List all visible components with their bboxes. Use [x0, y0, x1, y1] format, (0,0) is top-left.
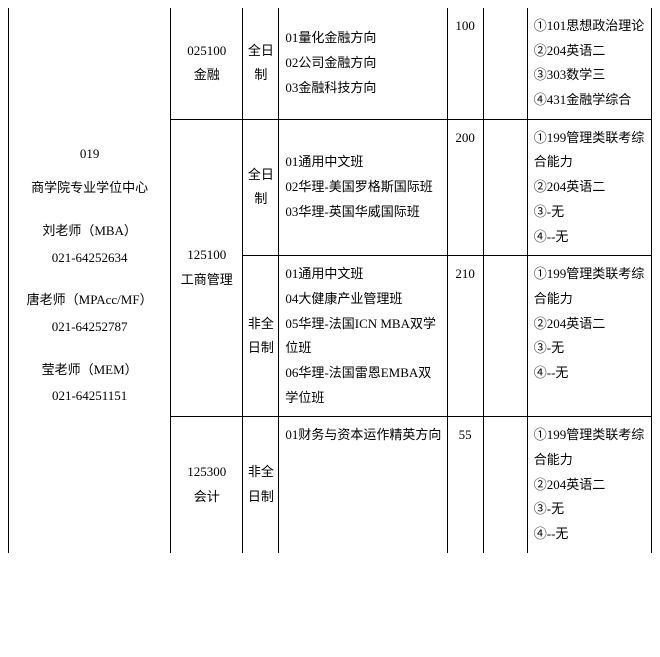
exam: ②204英语二 [534, 175, 647, 200]
contact-phone: 021-64252787 [13, 315, 166, 340]
contact-name: 刘老师（MBA） [13, 219, 166, 244]
blank-cell [483, 256, 527, 417]
exam: ④--无 [534, 225, 647, 250]
mode-cell: 全日制 [243, 119, 279, 255]
direction: 04大健康产业管理班 [285, 287, 442, 312]
directions-cell: 01通用中文班 02华理-美国罗格斯国际班 03华理-英国华威国际班 [279, 119, 447, 255]
exam: ③303数学三 [534, 63, 647, 88]
contact-phone: 021-64251151 [13, 384, 166, 409]
direction: 05华理-法国ICN MBA双学位班 [285, 312, 442, 361]
exam: ②204英语二 [534, 312, 647, 337]
direction: 01通用中文班 [285, 150, 442, 175]
table-row: 019 商学院专业学位中心 刘老师（MBA） 021-64252634 唐老师（… [9, 8, 652, 119]
major-code: 125300 [175, 460, 238, 485]
major-name: 金融 [175, 63, 238, 88]
exam: ③-无 [534, 497, 647, 522]
direction: 01量化金融方向 [285, 26, 442, 51]
direction: 03华理-英国华威国际班 [285, 200, 442, 225]
contact-name: 唐老师（MPAcc/MF） [13, 288, 166, 313]
major-cell: 125100 工商管理 [171, 119, 243, 417]
blank-cell [483, 417, 527, 553]
exam: ④--无 [534, 522, 647, 547]
exams-cell: ①101思想政治理论 ②204英语二 ③303数学三 ④431金融学综合 [527, 8, 651, 119]
major-code: 125100 [175, 243, 238, 268]
quota-cell: 100 [447, 8, 483, 119]
exam: ①199管理类联考综合能力 [534, 262, 647, 311]
major-name: 工商管理 [175, 268, 238, 293]
blank-cell [483, 119, 527, 255]
exam: ②204英语二 [534, 39, 647, 64]
major-name: 会计 [175, 485, 238, 510]
mode-cell: 非全日制 [243, 256, 279, 417]
contact-name: 莹老师（MEM） [13, 358, 166, 383]
quota-cell: 55 [447, 417, 483, 553]
directions-cell: 01量化金融方向 02公司金融方向 03金融科技方向 [279, 8, 447, 119]
exam: ①199管理类联考综合能力 [534, 126, 647, 175]
directions-cell: 01财务与资本运作精英方向 [279, 417, 447, 553]
dept-cell: 019 商学院专业学位中心 刘老师（MBA） 021-64252634 唐老师（… [9, 8, 171, 553]
exam: ③-无 [534, 200, 647, 225]
blank-cell [483, 8, 527, 119]
direction: 02华理-美国罗格斯国际班 [285, 175, 442, 200]
exam: ②204英语二 [534, 473, 647, 498]
direction: 02公司金融方向 [285, 51, 442, 76]
exam: ④--无 [534, 361, 647, 386]
major-cell: 125300 会计 [171, 417, 243, 553]
quota-cell: 210 [447, 256, 483, 417]
direction: 01通用中文班 [285, 262, 442, 287]
directions-cell: 01通用中文班 04大健康产业管理班 05华理-法国ICN MBA双学位班 06… [279, 256, 447, 417]
exams-cell: ①199管理类联考综合能力 ②204英语二 ③-无 ④--无 [527, 119, 651, 255]
major-code: 025100 [175, 39, 238, 64]
major-cell: 025100 金融 [171, 8, 243, 119]
exam: ③-无 [534, 336, 647, 361]
direction: 06华理-法国雷恩EMBA双学位班 [285, 361, 442, 410]
quota-cell: 200 [447, 119, 483, 255]
exam: ④431金融学综合 [534, 88, 647, 113]
mode-cell: 非全日制 [243, 417, 279, 553]
contact-phone: 021-64252634 [13, 246, 166, 271]
mode-cell: 全日制 [243, 8, 279, 119]
exam: ①101思想政治理论 [534, 14, 647, 39]
direction: 03金融科技方向 [285, 76, 442, 101]
exams-cell: ①199管理类联考综合能力 ②204英语二 ③-无 ④--无 [527, 256, 651, 417]
dept-code: 019 [13, 142, 166, 167]
exam: ①199管理类联考综合能力 [534, 423, 647, 472]
direction: 01财务与资本运作精英方向 [285, 423, 442, 448]
program-table: 019 商学院专业学位中心 刘老师（MBA） 021-64252634 唐老师（… [8, 8, 652, 553]
exams-cell: ①199管理类联考综合能力 ②204英语二 ③-无 ④--无 [527, 417, 651, 553]
dept-name: 商学院专业学位中心 [13, 176, 166, 201]
